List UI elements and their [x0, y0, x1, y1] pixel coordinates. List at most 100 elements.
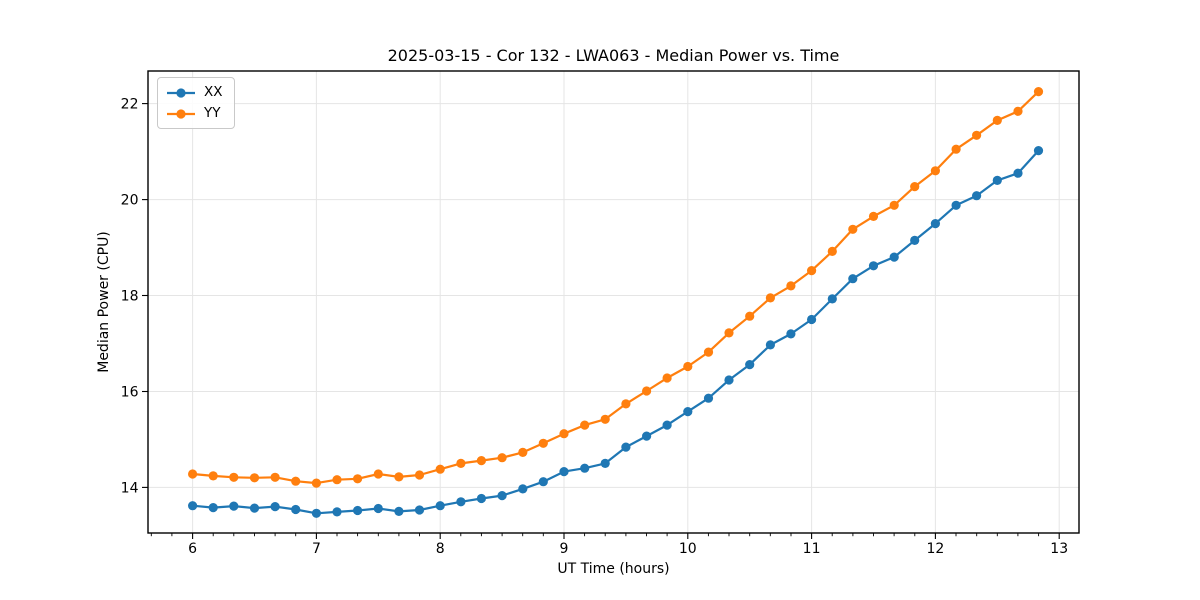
data-point [518, 447, 528, 457]
data-point [910, 182, 920, 192]
data-point [373, 469, 383, 479]
data-point [765, 293, 776, 303]
data-point [992, 175, 1002, 185]
data-point [786, 329, 796, 339]
data-point [807, 314, 817, 325]
y-tick-label: 18 [121, 289, 139, 305]
data-point [662, 420, 672, 430]
x-tick-label: 12 [926, 541, 944, 557]
data-point [703, 393, 714, 403]
data-point [476, 493, 486, 504]
data-point [910, 235, 920, 245]
data-point [992, 115, 1002, 125]
chart-title: 2025-03-15 - Cor 132 - LWA063 - Median P… [387, 46, 840, 65]
x-tick-label: 13 [1050, 541, 1068, 557]
series-yy [188, 87, 1044, 488]
x-minor-ticks [150, 533, 1040, 537]
data-point [827, 246, 837, 256]
x-tick-label: 8 [436, 541, 445, 557]
data-point [332, 507, 342, 517]
y-tick-label: 22 [121, 97, 139, 113]
data-point [559, 429, 569, 439]
data-point [724, 328, 734, 338]
data-point [373, 503, 383, 514]
data-point [332, 475, 342, 485]
data-point [868, 211, 879, 221]
gridlines [148, 71, 1079, 533]
data-point [580, 463, 590, 473]
x-major-ticks: 6 7 8 9 10 11 12 13 [188, 533, 1068, 557]
data-point [745, 360, 755, 370]
legend-item-yy: YY [165, 103, 223, 124]
x-tick-label: 6 [188, 541, 197, 557]
data-point [972, 130, 982, 140]
data-point [1013, 168, 1023, 178]
x-tick-label: 9 [560, 541, 569, 557]
data-point [930, 219, 941, 229]
data-point [208, 503, 218, 513]
data-point [559, 467, 569, 477]
x-tick-label: 10 [679, 541, 697, 557]
data-point [868, 261, 879, 271]
data-point [600, 458, 610, 468]
data-point [662, 373, 672, 383]
data-point [497, 491, 507, 501]
data-point [621, 442, 631, 452]
data-point [188, 501, 198, 511]
data-point [353, 505, 363, 516]
data-point [229, 501, 239, 511]
y-tick-label: 16 [121, 385, 139, 401]
data-point [683, 361, 693, 372]
y-tick-label: 20 [121, 193, 139, 209]
data-point [456, 458, 466, 468]
data-point [930, 166, 941, 176]
y-major-ticks: 14 16 18 20 22 [121, 97, 148, 496]
data-point [414, 505, 425, 515]
data-point [497, 453, 507, 463]
data-point [538, 438, 548, 448]
data-point [951, 200, 961, 210]
legend: XX YY [157, 77, 235, 129]
data-point [208, 471, 218, 481]
data-point [249, 503, 260, 513]
x-tick-label: 7 [312, 541, 321, 557]
data-point [476, 456, 486, 466]
data-point [270, 472, 280, 482]
data-point [827, 294, 837, 304]
data-point [683, 407, 693, 417]
data-point [600, 414, 610, 424]
data-point [1033, 87, 1044, 97]
data-point [229, 472, 239, 482]
data-point [1033, 146, 1044, 156]
data-point [765, 340, 776, 350]
data-point [394, 472, 404, 482]
data-point [518, 484, 528, 494]
data-point [972, 191, 982, 201]
legend-item-xx: XX [165, 82, 223, 103]
data-point [270, 502, 280, 512]
data-point [703, 347, 714, 357]
data-point [435, 464, 445, 474]
data-point [311, 508, 321, 518]
yy-series-line-marker-icon [167, 108, 195, 119]
data-point [786, 281, 796, 291]
data-point [311, 478, 321, 488]
data-point [249, 473, 260, 483]
data-point [848, 224, 858, 234]
data-point [642, 431, 652, 441]
data-point [353, 474, 363, 484]
data-point [538, 477, 548, 487]
data-point [456, 497, 466, 507]
data-point [848, 274, 858, 284]
data-point [621, 399, 631, 409]
data-point [580, 420, 590, 430]
data-point [642, 386, 652, 396]
data-point [724, 375, 734, 385]
y-tick-label: 14 [121, 480, 139, 496]
data-point [291, 476, 301, 486]
data-point [889, 252, 899, 262]
data-point [414, 470, 425, 480]
data-point [394, 506, 404, 516]
